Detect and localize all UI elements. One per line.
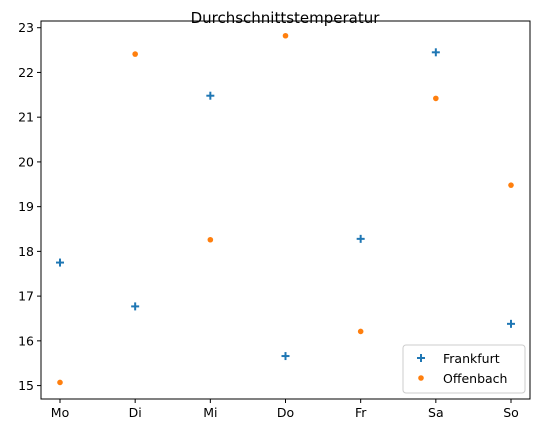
- y-tick-label: 15: [18, 378, 34, 393]
- y-tick-label: 19: [18, 199, 34, 214]
- data-point: [56, 259, 64, 267]
- x-tick-label: Fr: [355, 405, 367, 420]
- legend-label: Frankfurt: [443, 351, 500, 366]
- x-tick-label: Mo: [51, 405, 69, 420]
- series-offenbach: [57, 33, 514, 385]
- x-tick-label: Di: [129, 405, 142, 420]
- series-frankfurt: [56, 48, 515, 360]
- plot-frame: [41, 21, 530, 399]
- legend-label: Offenbach: [443, 371, 507, 386]
- y-tick-label: 21: [18, 110, 34, 125]
- data-point: [433, 96, 439, 102]
- data-point: [357, 235, 365, 243]
- legend-marker-offenbach: [418, 375, 424, 381]
- x-tick-label: Mi: [203, 405, 217, 420]
- data-point: [283, 33, 289, 39]
- y-tick-label: 22: [18, 65, 34, 80]
- data-point: [358, 329, 364, 335]
- y-tick-label: 16: [18, 333, 34, 348]
- data-point: [507, 320, 515, 328]
- data-point: [282, 352, 290, 360]
- data-point: [432, 48, 440, 56]
- y-tick-label: 18: [18, 244, 34, 259]
- x-tick-label: Do: [277, 405, 294, 420]
- x-tick-label: So: [503, 405, 519, 420]
- data-point: [131, 302, 139, 310]
- data-point: [57, 380, 63, 386]
- data-point: [132, 51, 138, 57]
- data-point: [508, 182, 514, 188]
- data-point: [206, 92, 214, 100]
- y-tick-label: 23: [18, 20, 34, 35]
- chart-title: Durchschnittstemperatur: [191, 9, 381, 27]
- y-tick-label: 17: [18, 289, 34, 304]
- x-tick-label: Sa: [428, 405, 444, 420]
- data-point: [208, 237, 214, 243]
- legend: Frankfurt Offenbach: [403, 345, 525, 393]
- y-tick-label: 20: [18, 154, 34, 169]
